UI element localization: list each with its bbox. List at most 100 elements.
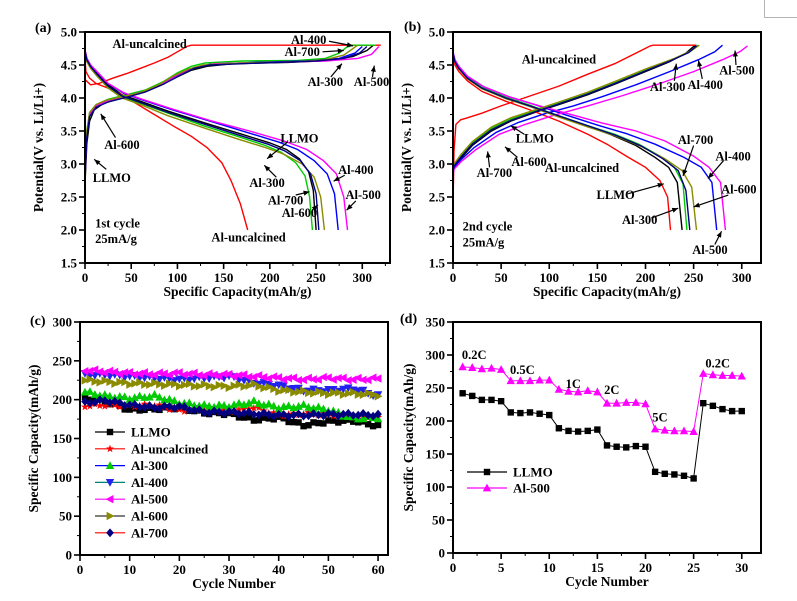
annotation-label: 1st cycle: [95, 216, 140, 230]
marker-diamond: [96, 395, 104, 405]
marker-square: [728, 407, 736, 415]
marker-triangle-up: [299, 400, 308, 408]
marker-triangle-right: [270, 384, 279, 394]
marker-square: [459, 390, 466, 397]
marker-triangle-up: [304, 402, 313, 411]
annotation-arrow: [693, 194, 729, 208]
marker-diamond: [364, 410, 372, 420]
marker-triangle-right: [245, 381, 254, 390]
panel-letter-d: (d): [400, 312, 418, 327]
marker-diamond: [120, 401, 129, 410]
marker-square: [335, 419, 342, 426]
annotation-label: Al-300: [308, 75, 343, 89]
annotation-label: 25mA/g: [463, 236, 505, 250]
marker-triangle-up: [135, 391, 144, 400]
series-Al-500-charge: [84, 46, 380, 178]
marker-square: [526, 409, 534, 416]
annotation-label: Al-700: [268, 193, 303, 207]
marker-triangle-right: [141, 380, 149, 389]
marker-triangle-left: [209, 370, 218, 380]
marker-triangle-up: [718, 371, 727, 379]
marker-triangle-up: [219, 400, 229, 409]
marker-triangle-up: [234, 398, 244, 407]
marker-square: [295, 419, 302, 426]
series-Al-uncalcined-discharge: [84, 58, 249, 231]
marker-square: [555, 425, 563, 432]
y-tick-label: 50: [59, 509, 72, 524]
marker-triangle-left: [309, 375, 317, 384]
marker-diamond: [210, 406, 218, 416]
annotation-label: Al-600: [282, 206, 317, 220]
marker-triangle-up: [573, 387, 583, 396]
x-axis-title: Cycle Number: [192, 576, 276, 591]
marker-triangle-right: [265, 382, 274, 392]
annotation-arrowhead: [346, 204, 353, 211]
annotation-arrowhead: [716, 231, 722, 238]
marker-triangle-left: [358, 375, 367, 384]
annotation-arrowhead: [485, 151, 491, 158]
series-group: [458, 362, 746, 482]
marker-square: [613, 443, 620, 450]
panel-letter-b: (b): [404, 20, 422, 35]
x-tick-label: 250: [684, 270, 704, 285]
x-tick-label: 0: [82, 270, 89, 285]
marker-triangle-up: [269, 401, 278, 410]
marker-triangle-right: [354, 390, 363, 399]
marker-square: [285, 418, 292, 426]
series-Al-uncalcined-discharge: [452, 54, 672, 231]
marker-diamond: [235, 409, 243, 419]
marker-triangle-up: [564, 386, 573, 395]
marker-triangle-up: [708, 370, 718, 379]
y-tick-label: 0: [439, 546, 446, 561]
marker-diamond: [106, 528, 114, 538]
y-tick-label: 3.0: [429, 157, 445, 172]
marker-square: [700, 399, 707, 407]
marker-triangle-right: [295, 387, 303, 396]
marker-square: [260, 414, 268, 421]
x-tick-label: 50: [495, 270, 508, 285]
marker-triangle-left: [343, 376, 352, 385]
marker-triangle-up: [650, 424, 660, 433]
marker-triangle-up: [120, 392, 129, 401]
x-tick-label: 200: [636, 270, 656, 285]
marker-triangle-right: [310, 389, 318, 398]
series-Al-uncalcined-charge: [452, 44, 696, 207]
x-tick-label: 100: [168, 270, 188, 285]
y-tick-label: 4.0: [61, 91, 77, 106]
marker-square: [364, 421, 372, 428]
y-tick-label: 5.0: [61, 25, 77, 40]
y-tick-label: 100: [53, 470, 73, 485]
annotation-arrowhead: [303, 190, 310, 196]
annotation-label: 1C: [566, 377, 581, 391]
x-tick-label: 300: [353, 270, 373, 285]
marker-triangle-right: [106, 377, 115, 387]
annotation-arrowhead: [370, 65, 376, 72]
marker-triangle-left: [155, 368, 163, 377]
legend-label: Al-500: [131, 492, 168, 507]
marker-square: [719, 405, 726, 413]
marker-triangle-up: [506, 376, 515, 385]
marker-triangle-right: [275, 387, 284, 396]
marker-triangle-left: [289, 373, 298, 382]
marker-diamond: [324, 409, 333, 418]
marker-square: [671, 471, 678, 478]
annotation-label: Al-uncalcined: [211, 230, 285, 244]
marker-triangle-left: [219, 369, 228, 379]
marker-triangle-right: [235, 380, 244, 389]
marker-star: [95, 401, 104, 410]
y-tick-label: 50: [432, 513, 445, 528]
series-Al-700-charge: [84, 45, 368, 178]
chart-panel-c: 0 10 20 30 40 50 60 0 50 100 150 200 250 300 Cycle Num…: [26, 315, 389, 591]
marker-triangle-down: [358, 386, 368, 395]
marker-triangle-down: [170, 377, 179, 385]
x-axis-title: Cycle Number: [565, 574, 649, 589]
series-LLMO-line: [462, 392, 742, 480]
marker-triangle-left: [314, 375, 322, 384]
marker-triangle-right: [126, 380, 135, 389]
marker-triangle-right: [359, 390, 368, 400]
series-Al-600-charge: [452, 44, 700, 172]
marker-diamond: [299, 411, 308, 421]
marker-diamond: [215, 407, 223, 417]
marker-square: [478, 396, 486, 404]
marker-diamond: [150, 403, 159, 413]
